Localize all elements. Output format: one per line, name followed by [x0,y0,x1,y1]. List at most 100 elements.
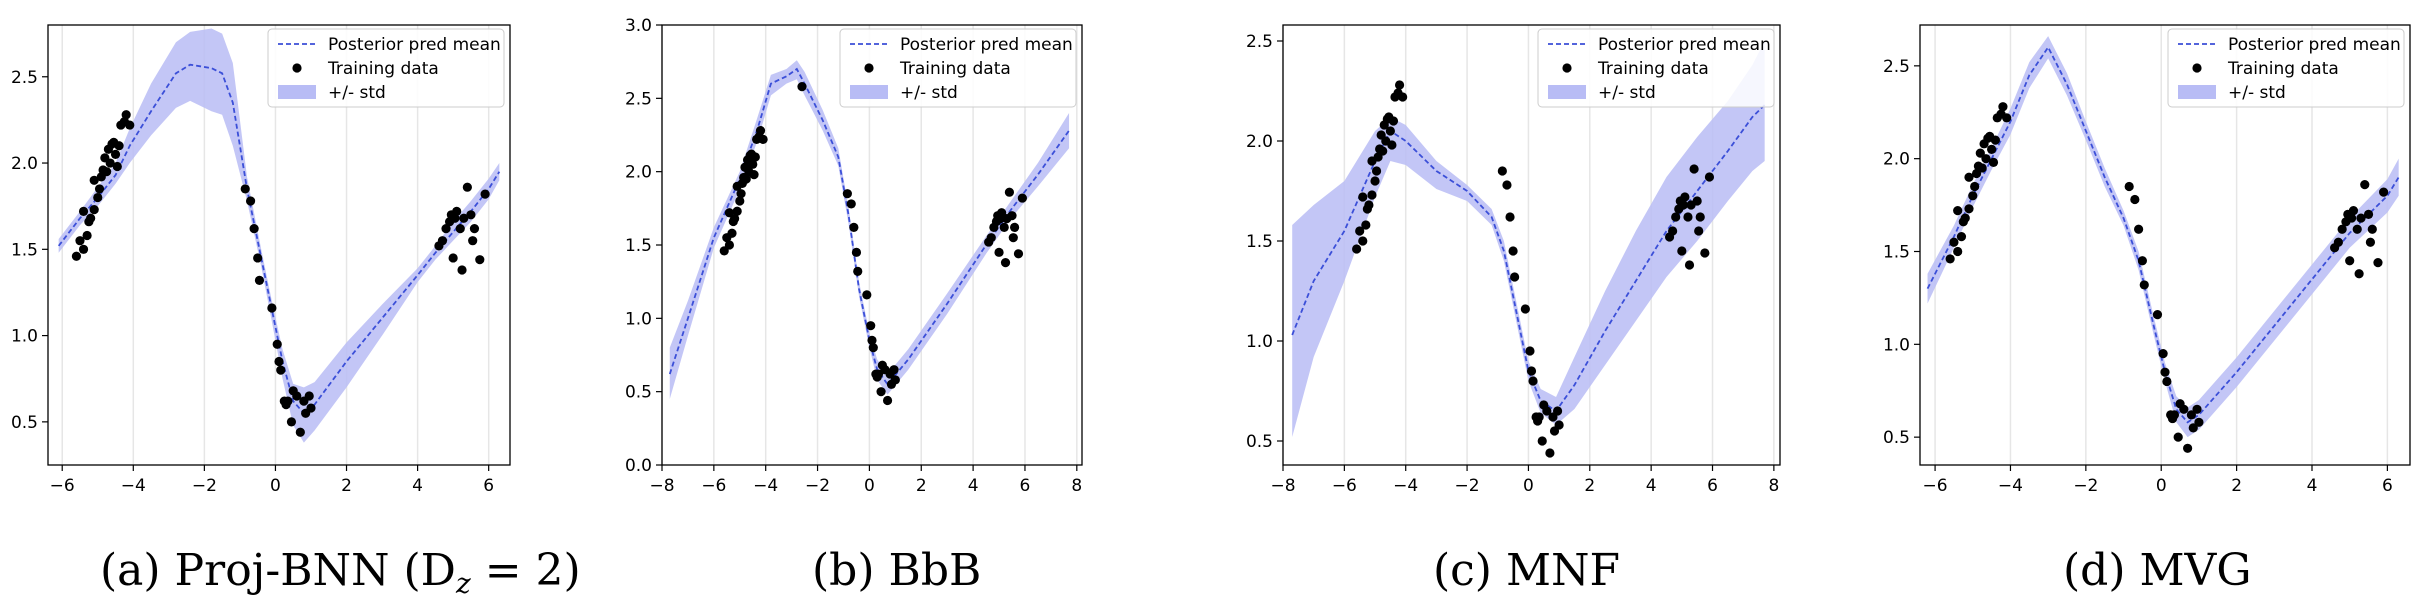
panel-c-legend: Posterior pred mean Training data +/- std [1537,28,1775,108]
panel-b-ytick-label: 3.0 [625,16,652,36]
panel-d-training-point [2367,224,2377,234]
panel-c-training-point [1385,126,1395,136]
panel-c-training-point [1542,406,1552,416]
panel-a-training-point [452,206,462,216]
panel-c-xtick-label: −4 [1393,476,1418,496]
panel-d-training-point [1949,237,1959,247]
panel-c-training-point [1680,192,1690,202]
panel-b-training-point [1013,249,1024,259]
panel-c-training-point [1370,176,1380,186]
panel-d-training-point [1953,206,1963,216]
panel-c-legend-std-swatch [1548,85,1586,99]
panel-d-training-point [1988,157,1999,167]
panel-b-training-point [735,196,745,206]
panel-a-xtick-label: −6 [50,476,75,496]
panel-d-axes-frame [1919,24,2411,466]
panel-c-training-point [1528,376,1538,386]
panel-a-xtick-label: −2 [192,476,217,496]
panel-a-training-point [274,356,284,367]
panel-a-training-point [240,184,250,194]
panel-d-training-point [2373,258,2383,268]
panel-b-training-point [758,134,768,144]
panel-c-xtick-label: −8 [1270,476,1295,496]
panel-a-training-point [455,224,465,234]
panel-d-training-point [2346,213,2357,223]
panel-a-xtick-label: −4 [121,476,146,496]
panel-c-legend-train-swatch [1562,63,1572,73]
panel-c-xtick-label: 6 [1707,476,1718,496]
panel-d-training-point [2345,256,2355,266]
panel-b-training-point [750,152,760,162]
panel-b-xtick-label: −4 [753,476,778,496]
panel-d-training-point [1968,191,1978,201]
panel-a-training-point [93,192,103,203]
panel-c-training-point [1668,226,1678,236]
panel-c-xtick-label: −6 [1332,476,1357,496]
panel-c-training-point [1381,136,1391,146]
panel-a-training-point [86,213,96,223]
panel-a-ytick-label: 1.5 [11,240,38,260]
panel-c-training-point [1537,436,1547,446]
panel-a-training-point [112,161,122,172]
panel-d-training-point [1987,144,1997,154]
panel-c-ytick-label: 2.0 [1246,132,1273,152]
panel-a-legend-mean-label: Posterior pred mean [328,35,501,55]
panel-a-xtick-label: 6 [483,476,494,496]
panel-a-training-point [267,303,277,313]
panel-d-training-point [2192,404,2202,414]
panel-c-training-point [1361,220,1371,230]
panel-d-training-point [2183,443,2193,453]
panel-c-training-point [1355,226,1365,236]
panel-c-training-point [1552,406,1563,416]
panel-b-training-point [872,372,882,382]
panel-d-training-point [1956,232,1967,242]
panel-a: −6 −4 −2 0 2 4 6 0.5 1.0 1.5 2.0 2.5 Posterior pred … [11,24,511,496]
panel-d-ytick-label: 2.5 [1883,57,1910,77]
panel-b-training-point [999,222,1009,232]
panel-c-training-point [1367,190,1377,200]
panel-d-training-point [2160,367,2170,377]
panel-b-legend-std-label: +/- std [900,83,958,103]
caption-c: (c) MNF [1433,545,1620,596]
panel-b-ytick-label: 0.0 [625,456,652,476]
panel-a-xtick-label: 4 [412,476,423,496]
caption-d: (d) MVG [2063,545,2251,596]
panel-b-training-point [1017,193,1027,203]
panel-b-legend-train-label: Training data [899,59,1011,79]
panel-c-training-point [1695,212,1705,222]
panel-d-training-point [2162,376,2172,387]
panel-c-training-point [1520,304,1530,314]
panel-a-xtick-label: 2 [341,476,352,496]
panel-b-training-point [1000,258,1011,268]
panel-a-xtick-label: 0 [270,476,281,496]
panel-d-training-point [1990,135,2000,145]
panel-a-training-point [105,158,115,168]
panel-d-training-point [1960,213,1970,223]
panel-d-legend-std-swatch [2178,85,2216,99]
panel-c-ytick-label: 0.5 [1246,432,1273,452]
panel-a-ytick-label: 1.0 [11,327,38,347]
panel-d-training-point [2354,269,2364,279]
panel-a-training-point [94,184,105,194]
panel-b-training-point [842,189,852,199]
panel-b-training-point [741,174,751,184]
panel-a-training-point [78,244,89,254]
panel-a-training-point [286,417,297,427]
panel-b-xtick-label: 8 [1071,476,1082,496]
panel-d-training-point [2352,224,2362,234]
panel-a-training-point [457,265,467,275]
panel-a-training-point [89,205,99,215]
panel-a-training-point [304,391,314,401]
panel-a-training-point [114,141,124,151]
panel-d-training-point [2158,349,2168,359]
panel-b-training-point [890,375,900,385]
panel-c-training-point [1525,346,1535,356]
panel-d-training-point [2333,237,2343,247]
panel-b-training-point [755,126,766,136]
panel-a-legend-std-swatch [278,85,316,99]
panel-b-training-point [846,199,856,209]
panel-c-training-point [1677,246,1687,256]
panel-d: −6 −4 −2 0 2 4 6 0.5 1.0 1.5 2.0 2.5 Posterior pred … [1883,24,2411,496]
panel-b-training-point [986,233,996,243]
